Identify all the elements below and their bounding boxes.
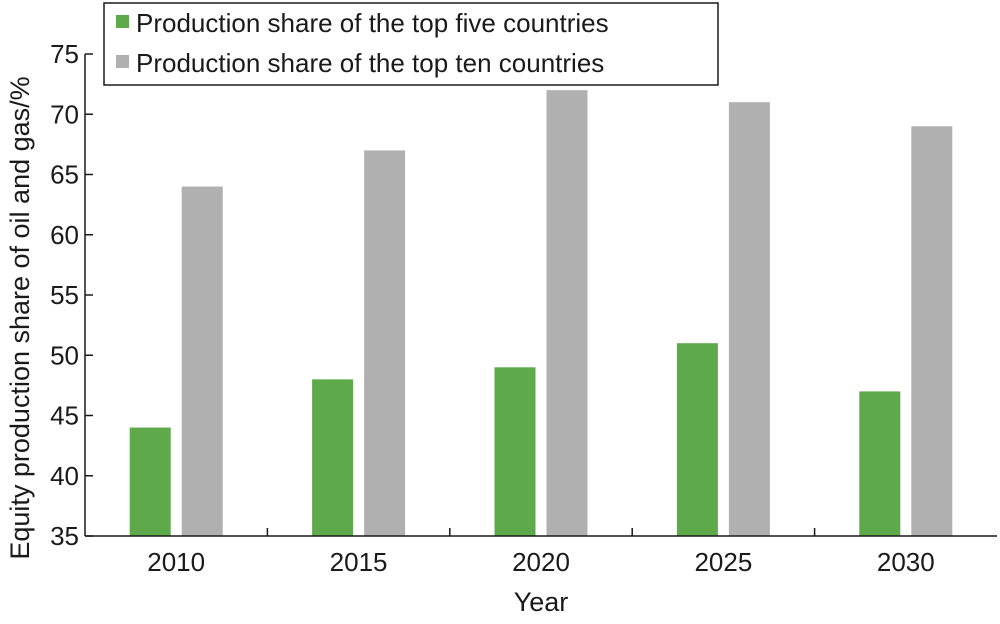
bar-top-five-2030 — [859, 391, 901, 536]
y-tick-label-55: 55 — [50, 280, 79, 310]
x-axis-title: Year — [514, 587, 569, 617]
x-tick-label-2025: 2025 — [694, 547, 752, 577]
y-tick-label-60: 60 — [50, 220, 79, 250]
legend-box — [103, 2, 719, 86]
bars-group — [129, 90, 953, 537]
bar-top-ten-2015 — [364, 150, 406, 536]
legend-label-top-ten: Production share of the top ten countrie… — [136, 48, 604, 78]
y-tick-label-75: 75 — [50, 39, 79, 69]
y-tick-label-35: 35 — [50, 521, 79, 551]
legend-swatch-top-ten — [116, 55, 129, 68]
y-axis-title: Equity production share of oil and gas/% — [5, 76, 35, 559]
bar-top-five-2020 — [494, 367, 536, 536]
y-tick-label-40: 40 — [50, 461, 79, 491]
x-tick-label-2015: 2015 — [330, 547, 388, 577]
y-tick-label-70: 70 — [50, 99, 79, 129]
bar-top-five-2025 — [676, 343, 718, 536]
bar-top-ten-2010 — [181, 186, 223, 537]
x-tick-label-2010: 2010 — [147, 547, 205, 577]
y-tick-label-65: 65 — [50, 160, 79, 190]
x-tick-label-2020: 2020 — [512, 547, 570, 577]
y-tick-label-50: 50 — [50, 340, 79, 370]
axes-group: 35 40 45 50 55 60 65 70 75 2010 2015 2020 2025 2030 — [50, 39, 997, 577]
legend-label-top-five: Production share of the top five countri… — [136, 8, 609, 38]
bar-top-ten-2025 — [728, 102, 770, 536]
bar-top-five-2010 — [129, 427, 171, 536]
x-tick-label-2030: 2030 — [877, 547, 935, 577]
y-tick-label-45: 45 — [50, 401, 79, 431]
legend-swatch-top-five — [116, 15, 129, 28]
bar-top-ten-2030 — [911, 126, 953, 537]
bar-top-ten-2020 — [546, 90, 588, 537]
legend: Production share of the top five countri… — [103, 2, 719, 86]
bar-top-five-2015 — [312, 379, 354, 536]
